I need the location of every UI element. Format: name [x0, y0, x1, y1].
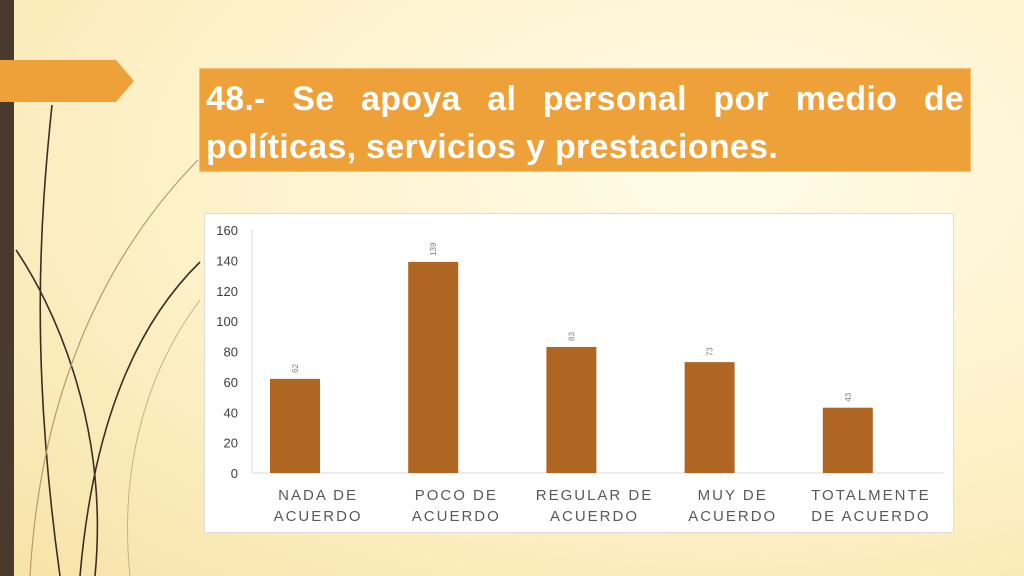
x-tick-label: MUY DE	[698, 487, 768, 504]
data-label: 73	[706, 347, 715, 356]
decor-curve-2	[15, 249, 99, 576]
bar-chart: 0 20 40 60 80 100 120 140 160 62 NADA DE ACUERDO 139…	[216, 223, 943, 525]
orange-arrow-tab	[0, 60, 134, 102]
y-tick-label: 120	[216, 284, 238, 299]
y-tick-label: 80	[224, 345, 238, 360]
x-tick-label: TOTALMENTE	[811, 487, 930, 504]
data-label: 62	[291, 363, 300, 372]
bar	[822, 407, 873, 473]
title-box: 48.- Se apoya al personal por medio de p…	[199, 68, 971, 172]
y-tick-label: 140	[216, 253, 238, 268]
data-label: 83	[567, 331, 576, 340]
decor-curve-1	[39, 104, 61, 576]
y-tick-label: 20	[224, 436, 238, 451]
slide-title: 48.- Se apoya al personal por medio de p…	[206, 80, 964, 166]
chart-panel: 0 20 40 60 80 100 120 140 160 62 NADA DE ACUERDO 139…	[204, 213, 954, 533]
x-tick-label: NADA DE	[278, 487, 358, 504]
x-tick-label: ACUERDO	[412, 508, 501, 525]
bar	[408, 261, 459, 473]
y-tick-label: 60	[224, 375, 238, 390]
x-tick-label: REGULAR DE	[536, 487, 654, 504]
decor-curve-5	[127, 299, 201, 576]
y-tick-label: 100	[216, 314, 238, 329]
y-tick-label: 40	[224, 405, 238, 420]
y-tick-label: 160	[216, 223, 238, 238]
x-tick-label: ACUERDO	[688, 508, 777, 525]
x-tick-label: ACUERDO	[274, 508, 363, 525]
bar	[684, 362, 735, 473]
left-accent-bar	[0, 0, 14, 576]
decor-curve-4	[29, 159, 199, 576]
data-label: 139	[429, 242, 438, 256]
bar	[546, 346, 597, 473]
data-label: 43	[844, 392, 853, 401]
bar	[270, 378, 320, 473]
x-tick-label: ACUERDO	[550, 508, 639, 525]
x-tick-label: POCO DE	[415, 487, 498, 504]
x-tick-label: DE ACUERDO	[811, 508, 930, 525]
y-tick-label: 0	[231, 466, 238, 481]
decor-curve-3	[79, 261, 201, 576]
